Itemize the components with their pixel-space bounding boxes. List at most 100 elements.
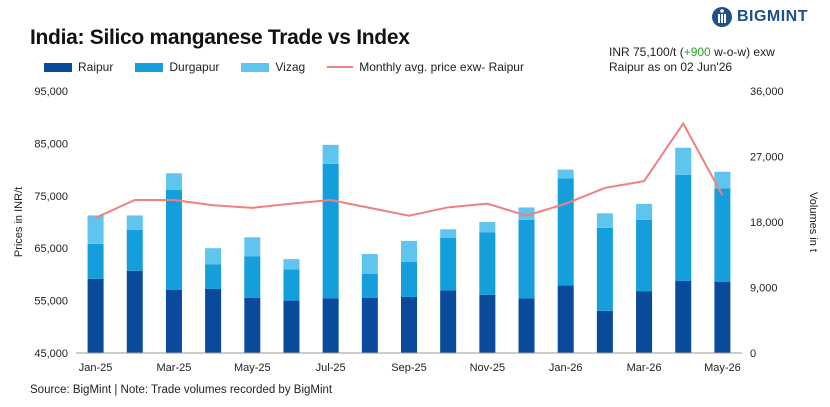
bar-vizag-sep-25 — [401, 240, 417, 263]
y2-axis-label: Volumes in t — [807, 192, 819, 252]
price-line-layer — [95, 121, 724, 219]
y-tick-label: 85,000 — [34, 138, 68, 150]
bar-vizag-aug-25 — [361, 254, 378, 274]
bar-raipur-apr-25 — [205, 288, 222, 353]
bar-vizag-oct-25 — [440, 229, 457, 239]
legend-swatch-price — [327, 66, 354, 68]
bigmint-logo-icon — [711, 7, 732, 27]
legend-item-vizag: Vizag — [241, 60, 305, 74]
bar-durgapur-mar-26 — [636, 219, 653, 292]
bar-durgapur-jun-25 — [283, 269, 300, 301]
axes-layer: 45,000 55,000 65,000 75,000 85,000 95,000 0 9,0… — [13, 86, 819, 374]
bar-vizag-apr-26 — [675, 147, 692, 175]
bar-durgapur-feb-25 — [126, 230, 143, 271]
chart-legend: Raipur Durgapur Vizag Monthly avg. price… — [44, 60, 546, 74]
legend-label-price: Monthly avg. price exw- Raipur — [359, 60, 524, 74]
price-note-line2: Raipur as on 02 Jun'26 — [609, 60, 733, 74]
bar-raipur-may-26 — [714, 281, 731, 353]
bar-raipur-apr-26 — [675, 280, 692, 353]
bar-vizag-nov-25 — [479, 222, 496, 233]
bar-raipur-jan-25 — [87, 278, 104, 353]
bar-vizag-may-25 — [244, 237, 261, 257]
bar-durgapur-jan-25 — [87, 243, 104, 279]
bar-vizag-feb-26 — [596, 213, 613, 228]
bar-durgapur-sep-25 — [401, 262, 417, 297]
bar-raipur-mar-26 — [636, 291, 653, 353]
price-note-prefix: INR 75,100/t ( — [609, 45, 684, 59]
bar-vizag-jan-25 — [87, 215, 104, 244]
bar-raipur-oct-25 — [440, 290, 457, 353]
price-note-line1: INR 75,100/t (+900 w-o-w) exw — [609, 45, 775, 60]
bar-raipur-dec-25 — [518, 298, 535, 353]
bar-durgapur-may-26 — [714, 188, 731, 282]
bar-durgapur-aug-25 — [361, 273, 378, 298]
brand-name: BIGMINT — [736, 8, 808, 25]
price-note: INR 75,100/t (+900 w-o-w) exw Raipur as … — [609, 45, 775, 75]
y2-tick-label: 0 — [750, 348, 756, 360]
brand-logo: BIGMINT — [711, 6, 808, 28]
x-tick-label: Jan-26 — [549, 362, 583, 374]
bar-durgapur-mar-25 — [165, 189, 182, 290]
legend-item-price: Monthly avg. price exw- Raipur — [327, 60, 524, 74]
bar-raipur-mar-25 — [165, 289, 182, 353]
bar-raipur-may-25 — [244, 297, 261, 353]
bar-durgapur-nov-25 — [479, 232, 496, 295]
y-tick-label: 55,000 — [34, 296, 68, 308]
legend-label-raipur: Raipur — [78, 60, 114, 74]
price-change: +900 — [683, 45, 711, 59]
legend-swatch-durgapur — [135, 62, 164, 72]
y-axis-label: Prices in INR/t — [13, 187, 25, 257]
y2-tick-label: 36,000 — [750, 86, 784, 98]
legend-swatch-vizag — [241, 62, 270, 72]
y-tick-label: 95,000 — [34, 86, 68, 98]
chart-title: India: Silico manganese Trade vs Index — [30, 26, 410, 49]
bar-durgapur-jul-25 — [322, 163, 339, 299]
x-tick-label: Mar-26 — [627, 362, 662, 374]
price-note-suffix: w-o-w) exw — [710, 45, 775, 59]
bar-raipur-sep-25 — [401, 296, 417, 353]
y2-tick-label: 9,000 — [750, 283, 778, 295]
bar-vizag-mar-25 — [165, 173, 182, 190]
y-tick-label: 45,000 — [34, 348, 68, 360]
y-tick-label: 75,000 — [34, 191, 68, 203]
bar-durgapur-dec-25 — [518, 219, 535, 299]
bar-durgapur-apr-26 — [675, 174, 692, 281]
y2-tick-label: 27,000 — [750, 152, 784, 164]
bar-raipur-aug-25 — [361, 297, 378, 353]
y-tick-label: 65,000 — [34, 243, 68, 255]
bar-vizag-dec-25 — [518, 207, 535, 220]
legend-item-durgapur: Durgapur — [135, 60, 219, 74]
bar-durgapur-apr-25 — [205, 264, 222, 289]
legend-label-vizag: Vizag — [275, 60, 306, 74]
bar-durgapur-oct-25 — [440, 238, 457, 291]
bar-raipur-jan-26 — [557, 285, 574, 353]
bar-raipur-nov-25 — [479, 294, 496, 353]
bar-raipur-jul-25 — [322, 298, 339, 353]
bar-vizag-feb-25 — [126, 215, 143, 231]
x-tick-label: Jan-25 — [79, 362, 113, 374]
legend-item-raipur: Raipur — [44, 60, 113, 74]
x-tick-label: Sep-25 — [391, 362, 426, 374]
bar-vizag-jan-26 — [557, 169, 574, 179]
x-tick-label: May-25 — [234, 362, 271, 374]
x-tick-label: Jul-25 — [316, 362, 346, 374]
bar-vizag-mar-26 — [636, 203, 653, 220]
bar-vizag-may-26 — [714, 171, 731, 189]
legend-label-durgapur: Durgapur — [169, 60, 220, 74]
legend-swatch-raipur — [44, 62, 72, 72]
x-tick-label: Mar-25 — [157, 362, 192, 374]
bar-vizag-jun-25 — [283, 259, 300, 270]
bar-vizag-apr-25 — [205, 248, 222, 265]
bar-raipur-jun-25 — [283, 300, 300, 353]
x-tick-label: May-26 — [704, 362, 741, 374]
bar-raipur-feb-26 — [596, 310, 613, 353]
x-tick-label: Nov-25 — [470, 362, 505, 374]
bar-durgapur-jan-26 — [557, 178, 574, 286]
price-line — [95, 121, 724, 219]
bar-raipur-feb-25 — [126, 270, 143, 353]
bar-durgapur-feb-26 — [596, 227, 613, 311]
bar-vizag-jul-25 — [322, 144, 339, 164]
source-note: Source: BigMint | Note: Trade volumes re… — [30, 384, 333, 396]
y2-tick-label: 18,000 — [750, 217, 784, 229]
